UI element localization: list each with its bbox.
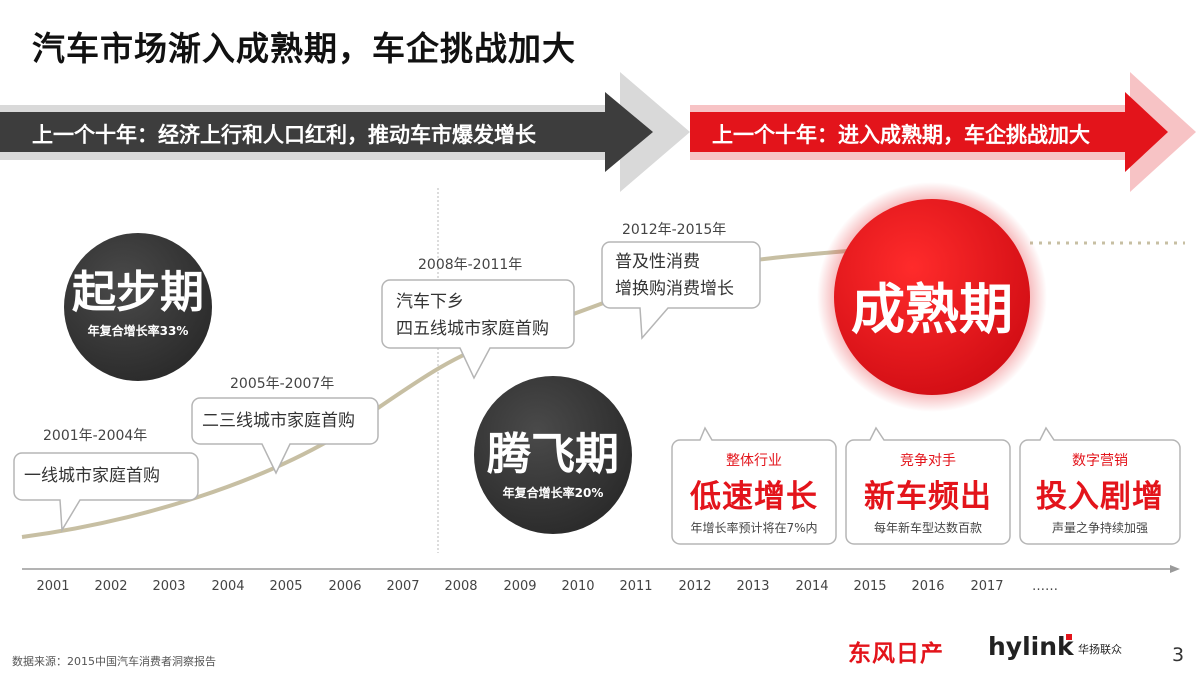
milestone-text: 普及性消费 bbox=[615, 252, 700, 272]
year-label: 2009 bbox=[503, 579, 537, 594]
milestone-text: 四五线城市家庭首购 bbox=[396, 319, 549, 339]
page-number: 3 bbox=[1172, 644, 1185, 666]
year-label: 2016 bbox=[911, 579, 945, 594]
data-source-note: 数据来源：2015中国汽车消费者洞察报告 bbox=[12, 655, 216, 668]
challenge-headline: 低速增长 bbox=[690, 479, 818, 515]
callout-bubble-2008 bbox=[381, 279, 575, 380]
timeline-arrowhead bbox=[1170, 565, 1180, 573]
left-banner-text: 上一个十年：经济上行和人口红利，推动车市爆发增长 bbox=[32, 123, 536, 147]
milestone-period: 2012年-2015年 bbox=[622, 222, 727, 238]
year-label: 2014 bbox=[795, 579, 829, 594]
challenge-headline: 新车频出 bbox=[864, 479, 992, 515]
year-label: 2008 bbox=[444, 579, 478, 594]
hylink-logo: hylink bbox=[988, 632, 1074, 661]
callout-bubble-2001 bbox=[13, 452, 199, 533]
callout-bubble-2012 bbox=[601, 241, 761, 340]
challenge-detail: 每年新车型达数百款 bbox=[873, 521, 982, 535]
challenge-category: 数字营销 bbox=[1072, 453, 1128, 469]
year-label: 2002 bbox=[94, 579, 128, 594]
milestone-period: 2008年-2011年 bbox=[418, 257, 523, 273]
right-banner-arrow bbox=[690, 72, 1196, 192]
year-label: 2011 bbox=[619, 579, 653, 594]
challenge-detail: 年增长率预计将在7%内 bbox=[690, 521, 818, 535]
challenge-detail: 声量之争持续加强 bbox=[1051, 521, 1148, 535]
left-banner-arrow bbox=[0, 72, 690, 192]
year-label: 2017 bbox=[970, 579, 1004, 594]
hylink-logo-dot bbox=[1066, 634, 1072, 640]
challenge-box-2 bbox=[845, 426, 1011, 545]
dongfeng-nissan-logo: 东风日产 bbox=[848, 641, 944, 667]
milestone-text: 汽车下乡 bbox=[396, 292, 464, 312]
callout-bubble-2005 bbox=[191, 397, 379, 475]
milestone-text: 增换购消费增长 bbox=[615, 279, 734, 299]
year-label: 2010 bbox=[561, 579, 595, 594]
challenge-box-1 bbox=[671, 426, 837, 545]
year-label: 2013 bbox=[736, 579, 770, 594]
takeoff-phase-circle bbox=[474, 376, 632, 534]
year-label-ellipsis: …… bbox=[1032, 579, 1058, 594]
takeoff-phase-subtitle: 年复合增长率20% bbox=[502, 486, 604, 500]
milestone-period: 2005年-2007年 bbox=[230, 376, 335, 392]
milestone-text: 二三线城市家庭首购 bbox=[202, 411, 355, 431]
year-label: 2015 bbox=[853, 579, 887, 594]
year-label: 2007 bbox=[386, 579, 420, 594]
milestone-period: 2001年-2004年 bbox=[43, 428, 148, 444]
mature-phase-circle bbox=[834, 199, 1030, 395]
year-label: 2003 bbox=[152, 579, 186, 594]
mature-phase-title: 成熟期 bbox=[851, 278, 1013, 341]
year-label: 2005 bbox=[269, 579, 303, 594]
year-label: 2006 bbox=[328, 579, 362, 594]
page-title: 汽车市场渐入成熟期，车企挑战加大 bbox=[32, 29, 576, 68]
challenge-headline: 投入剧增 bbox=[1036, 479, 1164, 515]
year-label: 2004 bbox=[211, 579, 245, 594]
takeoff-phase-title: 腾飞期 bbox=[487, 429, 619, 480]
year-label: 2012 bbox=[678, 579, 712, 594]
hylink-logo-chinese: 华扬联众 bbox=[1078, 643, 1122, 656]
challenge-category: 竞争对手 bbox=[900, 453, 956, 469]
start-phase-title: 起步期 bbox=[72, 267, 204, 318]
challenge-category: 整体行业 bbox=[726, 453, 782, 469]
right-banner-text: 上一个十年：进入成熟期，车企挑战加大 bbox=[712, 123, 1090, 147]
challenge-box-3 bbox=[1019, 426, 1181, 545]
milestone-text: 一线城市家庭首购 bbox=[24, 466, 160, 486]
year-label: 2001 bbox=[36, 579, 70, 594]
start-phase-subtitle: 年复合增长率33% bbox=[87, 324, 189, 338]
start-phase-circle bbox=[64, 233, 212, 381]
